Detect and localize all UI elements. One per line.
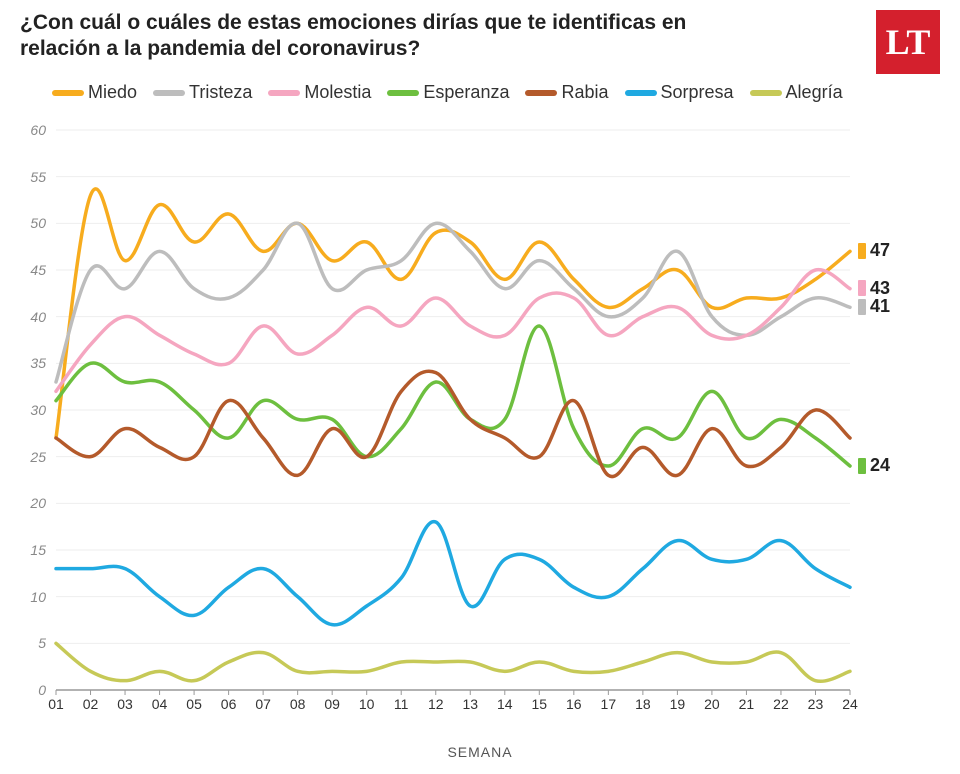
xaxis-tick-label: 21 bbox=[731, 696, 761, 712]
end-label-swatch bbox=[858, 458, 866, 474]
end-label-swatch bbox=[858, 243, 866, 259]
xaxis-tick-label: 16 bbox=[559, 696, 589, 712]
yaxis-tick-label: 5 bbox=[16, 635, 46, 651]
xaxis-tick-label: 14 bbox=[490, 696, 520, 712]
legend-item-rabia: Rabia bbox=[525, 82, 608, 103]
xaxis-tick-label: 23 bbox=[800, 696, 830, 712]
xaxis-tick-label: 03 bbox=[110, 696, 140, 712]
xaxis-title: SEMANA bbox=[0, 744, 960, 760]
series-line-rabia bbox=[56, 371, 850, 476]
yaxis-tick-label: 15 bbox=[16, 542, 46, 558]
yaxis-tick-label: 35 bbox=[16, 355, 46, 371]
legend-swatch bbox=[625, 90, 657, 96]
chart-legend: Miedo Tristeza Molestia Esperanza Rabia Sorpr… bbox=[52, 82, 843, 103]
legend-item-alegría: Alegría bbox=[750, 82, 843, 103]
xaxis-tick-label: 12 bbox=[421, 696, 451, 712]
xaxis-tick-label: 15 bbox=[524, 696, 554, 712]
yaxis-tick-label: 60 bbox=[16, 122, 46, 138]
xaxis-tick-label: 19 bbox=[662, 696, 692, 712]
series-line-sorpresa bbox=[56, 522, 850, 625]
legend-label: Molestia bbox=[304, 82, 371, 103]
chart-plot-area: 0510152025303540455055600102030405060708… bbox=[50, 120, 900, 714]
end-label-swatch bbox=[858, 299, 866, 315]
xaxis-tick-label: 13 bbox=[455, 696, 485, 712]
xaxis-tick-label: 07 bbox=[248, 696, 278, 712]
yaxis-tick-label: 20 bbox=[16, 495, 46, 511]
yaxis-tick-label: 50 bbox=[16, 215, 46, 231]
yaxis-tick-label: 25 bbox=[16, 449, 46, 465]
legend-item-esperanza: Esperanza bbox=[387, 82, 509, 103]
end-label-miedo: 47 bbox=[858, 240, 890, 261]
legend-label: Miedo bbox=[88, 82, 137, 103]
legend-label: Alegría bbox=[786, 82, 843, 103]
legend-swatch bbox=[750, 90, 782, 96]
legend-swatch bbox=[153, 90, 185, 96]
xaxis-tick-label: 04 bbox=[145, 696, 175, 712]
xaxis-tick-label: 22 bbox=[766, 696, 796, 712]
legend-item-tristeza: Tristeza bbox=[153, 82, 252, 103]
yaxis-tick-label: 45 bbox=[16, 262, 46, 278]
end-label-value: 47 bbox=[870, 240, 890, 261]
yaxis-tick-label: 30 bbox=[16, 402, 46, 418]
xaxis-tick-label: 11 bbox=[386, 696, 416, 712]
end-label-value: 24 bbox=[870, 455, 890, 476]
legend-swatch bbox=[268, 90, 300, 96]
xaxis-tick-label: 10 bbox=[352, 696, 382, 712]
xaxis-tick-label: 01 bbox=[41, 696, 71, 712]
yaxis-tick-label: 40 bbox=[16, 309, 46, 325]
chart-title: ¿Con cuál o cuáles de estas emociones di… bbox=[20, 10, 740, 63]
xaxis-tick-label: 24 bbox=[835, 696, 865, 712]
yaxis-tick-label: 55 bbox=[16, 169, 46, 185]
legend-item-molestia: Molestia bbox=[268, 82, 371, 103]
end-label-tristeza: 41 bbox=[858, 296, 890, 317]
legend-item-miedo: Miedo bbox=[52, 82, 137, 103]
legend-swatch bbox=[525, 90, 557, 96]
legend-label: Sorpresa bbox=[661, 82, 734, 103]
legend-label: Tristeza bbox=[189, 82, 252, 103]
legend-label: Rabia bbox=[561, 82, 608, 103]
xaxis-tick-label: 20 bbox=[697, 696, 727, 712]
chart-svg bbox=[50, 120, 900, 714]
xaxis-tick-label: 09 bbox=[317, 696, 347, 712]
xaxis-tick-label: 05 bbox=[179, 696, 209, 712]
chart-header: ¿Con cuál o cuáles de estas emociones di… bbox=[20, 10, 940, 74]
legend-label: Esperanza bbox=[423, 82, 509, 103]
xaxis-tick-label: 17 bbox=[593, 696, 623, 712]
xaxis-tick-label: 08 bbox=[283, 696, 313, 712]
xaxis-tick-label: 18 bbox=[628, 696, 658, 712]
chart-container: ¿Con cuál o cuáles de estas emociones di… bbox=[0, 0, 960, 774]
yaxis-tick-label: 10 bbox=[16, 589, 46, 605]
series-line-molestia bbox=[56, 270, 850, 392]
xaxis-tick-label: 02 bbox=[76, 696, 106, 712]
series-line-alegría bbox=[56, 643, 850, 681]
lt-logo: LT bbox=[876, 10, 940, 74]
legend-swatch bbox=[387, 90, 419, 96]
legend-item-sorpresa: Sorpresa bbox=[625, 82, 734, 103]
end-label-value: 41 bbox=[870, 296, 890, 317]
end-label-swatch bbox=[858, 280, 866, 296]
legend-swatch bbox=[52, 90, 84, 96]
end-label-esperanza: 24 bbox=[858, 455, 890, 476]
xaxis-tick-label: 06 bbox=[214, 696, 244, 712]
